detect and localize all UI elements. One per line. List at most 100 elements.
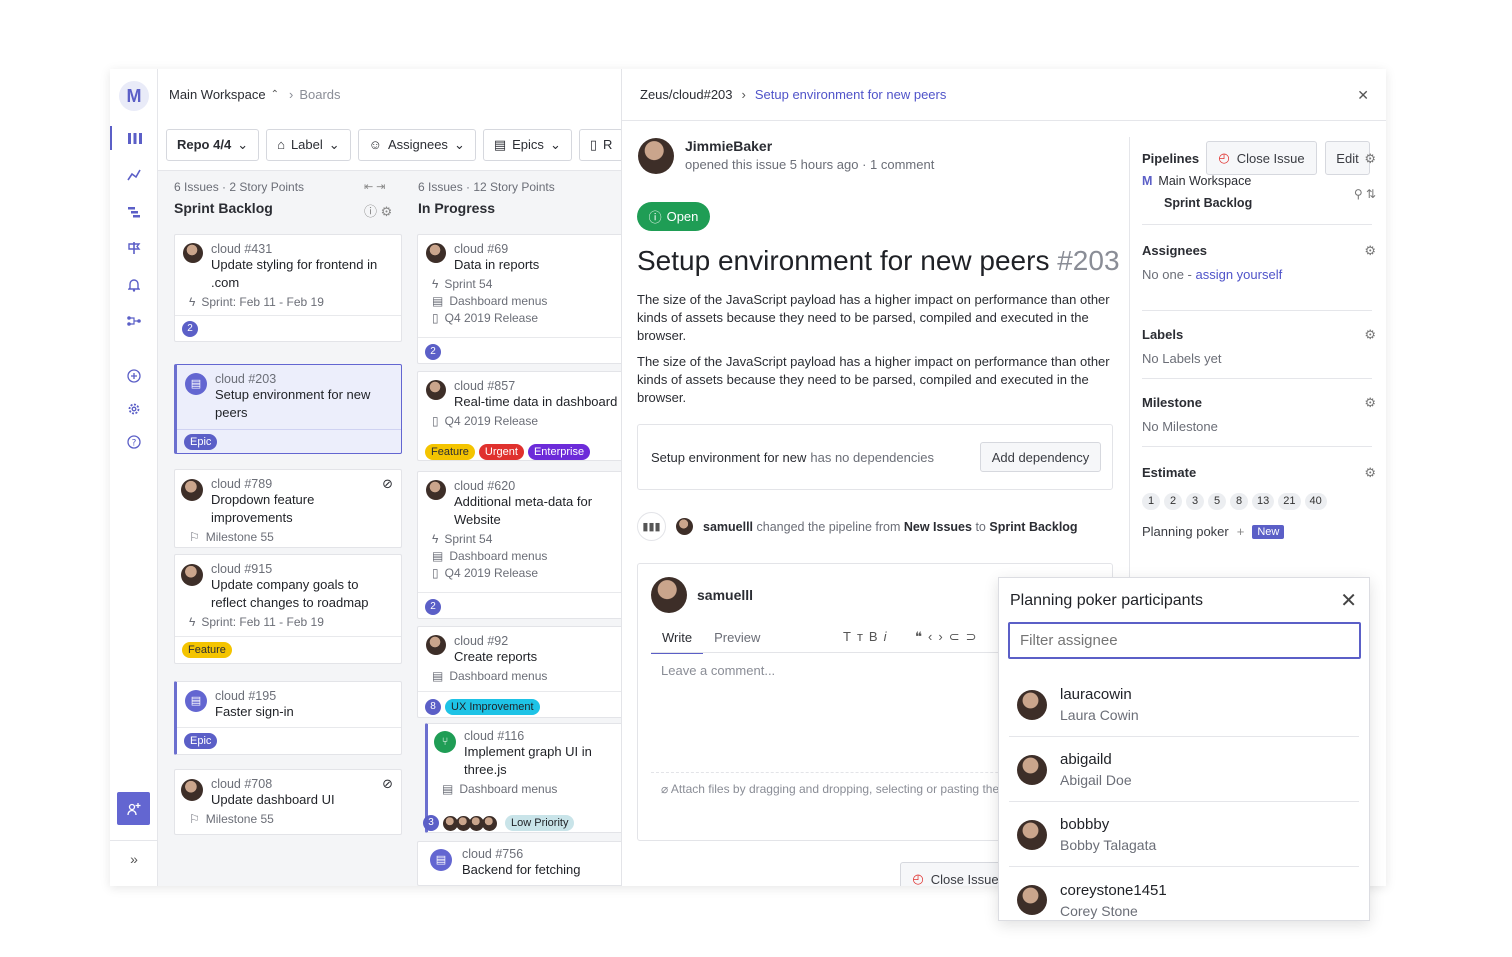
chevron-down-icon: ⌄ — [237, 136, 249, 152]
issue-repo-link[interactable]: Zeus/cloud#203 — [640, 87, 733, 102]
text-size-icon[interactable]: Tт — [843, 629, 869, 644]
gear-icon[interactable]: ⚙ — [1364, 395, 1376, 410]
issue-author: JimmieBaker opened this issue 5 hours ag… — [638, 138, 934, 174]
estimate-option[interactable]: 21 — [1278, 493, 1301, 510]
italic-icon[interactable]: i — [883, 629, 893, 644]
section-heading: Labels — [1142, 327, 1184, 342]
switcher-chevron-icon[interactable]: ⌃ — [270, 88, 279, 100]
release-icon: ▯ — [432, 311, 439, 325]
issue-card[interactable]: cloud #92 Create reports ▤ Dashboard menu… — [417, 626, 627, 718]
gear-icon[interactable]: ⚙ — [1364, 465, 1376, 480]
estimate-option[interactable]: 2 — [1164, 493, 1182, 510]
issue-title-link[interactable]: Setup environment for new peers — [754, 87, 947, 102]
issue-card[interactable]: ⑂ cloud #116 Implement graph UI in three… — [425, 723, 627, 833]
sprint-label: Sprint 54 — [444, 532, 493, 546]
estimate-option[interactable]: 5 — [1208, 493, 1226, 510]
close-issue-icon: ◴ — [1218, 150, 1230, 165]
add-participant-icon[interactable]: + — [1236, 524, 1245, 539]
issue-title: Faster sign-in — [215, 704, 294, 719]
avatar — [1017, 885, 1047, 915]
workspace-switcher[interactable]: Main Workspace — [169, 86, 266, 102]
issue-number: cloud #857 — [454, 379, 516, 393]
gear-icon[interactable]: ⚙ — [1364, 151, 1376, 166]
help-icon[interactable]: ? — [110, 430, 158, 454]
notifications-icon[interactable] — [110, 273, 158, 297]
release-filter-button[interactable]: ▯ R — [578, 128, 621, 161]
urgent-label: Urgent — [478, 444, 524, 460]
status-badge: ⓘ Open — [637, 202, 710, 231]
boards-icon[interactable] — [110, 126, 158, 150]
milestones-icon[interactable] — [110, 236, 158, 260]
estimate-option[interactable]: 1 — [1142, 493, 1160, 510]
estimate-option[interactable]: 13 — [1252, 493, 1275, 510]
sprint-icon: ϟ — [432, 532, 439, 546]
low-priority-label: Low Priority — [505, 815, 575, 831]
issue-card[interactable]: ▤ cloud #756 Backend for fetching — [417, 841, 627, 886]
issue-card[interactable]: ⊘ cloud #789 Dropdown feature improvemen… — [174, 469, 402, 548]
add-dependency-button[interactable]: Add dependency — [980, 442, 1101, 472]
avatar — [1017, 754, 1047, 785]
epics-filter-button[interactable]: ▤ Epics ⌄ — [482, 128, 572, 161]
issue-card[interactable]: cloud #915 Update company goals to refle… — [174, 554, 402, 664]
issue-number: cloud #69 — [454, 242, 509, 256]
attach-hint[interactable]: ⌀ Attach files by dragging and dropping,… — [651, 772, 1113, 805]
epic-icon: ▤ — [432, 669, 444, 683]
close-issue-button[interactable]: ◴ Close Issue — [1206, 141, 1317, 175]
participant-item[interactable]: coreystone1451 Corey Stone — [1009, 868, 1359, 932]
assignees-filter-button[interactable]: ☺ Assignees ⌄ — [357, 128, 476, 161]
epic-label: Dashboard menus — [459, 782, 558, 796]
column-settings-icon[interactable]: ⓘ ⚙ — [364, 204, 393, 219]
issue-heading: Setup environment for new peers #203 — [637, 245, 1120, 276]
close-icon[interactable]: ✕ — [1340, 590, 1357, 612]
breadcrumb-boards[interactable]: Boards — [299, 86, 341, 102]
invite-user-icon[interactable] — [117, 792, 150, 825]
comment-close-issue-button[interactable]: ◴ Close Issue — [900, 862, 1011, 886]
gear-icon[interactable]: ⚙ — [1364, 243, 1376, 258]
section-heading: Estimate — [1142, 465, 1197, 480]
add-icon[interactable] — [110, 364, 158, 388]
quote-icon[interactable]: ❝ — [915, 629, 928, 644]
issue-card[interactable]: cloud #69 Data in reports ϟ Sprint 54 ▤ Da… — [417, 234, 627, 364]
collapse-icon[interactable]: ⇤ ⇥ — [364, 181, 386, 193]
estimate-option[interactable]: 3 — [1186, 493, 1204, 510]
gear-icon[interactable]: ⚙ — [1364, 327, 1376, 342]
estimate-badge: 8 — [425, 699, 441, 715]
assign-yourself-link[interactable]: assign yourself — [1195, 267, 1283, 282]
link-icon[interactable]: ⊂⊃ — [948, 629, 983, 644]
roadmap-icon[interactable] — [110, 200, 158, 224]
pipeline-icon: ▮▮▮ — [637, 512, 666, 541]
author-name[interactable]: JimmieBaker — [685, 138, 773, 154]
issue-card[interactable]: ▤ cloud #195 Faster sign-in Epic — [174, 681, 402, 755]
estimate-option[interactable]: 40 — [1304, 493, 1327, 510]
reports-icon[interactable] — [110, 163, 158, 187]
participant-item[interactable]: abigaild Abigail Doe — [1009, 738, 1359, 802]
dependencies-icon[interactable] — [110, 309, 158, 333]
assignees-section: Assignees ⚙ No one - assign yourself — [1142, 243, 1376, 311]
epic-badge: Epic — [184, 434, 218, 450]
issue-card[interactable]: cloud #620 Additional meta-data for Webs… — [417, 471, 627, 619]
issue-card[interactable]: cloud #857 Real-time data in dashboard ▯… — [417, 371, 627, 461]
settings-gear-icon[interactable] — [110, 397, 158, 421]
workspace-logo-small: M — [1142, 174, 1153, 188]
repo-filter-button[interactable]: Repo 4/4 ⌄ — [166, 128, 260, 161]
estimate-option[interactable]: 8 — [1230, 493, 1248, 510]
label-filter-button[interactable]: ⌂ Label ⌄ — [266, 128, 351, 161]
participant-item[interactable]: bobbby Bobby Talagata — [1009, 803, 1359, 867]
participant-username: abigaild — [1060, 751, 1112, 768]
edit-button[interactable]: Edit — [1325, 141, 1370, 175]
issue-card[interactable]: cloud #431 Update styling for frontend i… — [174, 234, 402, 342]
pipeline-name[interactable]: Sprint Backlog — [1164, 196, 1253, 210]
filter-assignee-input[interactable] — [1008, 622, 1361, 659]
tab-write[interactable]: Write — [651, 630, 704, 654]
expand-chevron-icon[interactable]: » — [130, 851, 138, 867]
pin-move-icon[interactable]: ⚲ ⇅ — [1353, 187, 1376, 201]
issue-card-selected[interactable]: ▤ cloud #203 Setup environment for new p… — [174, 364, 402, 454]
code-icon[interactable]: ‹› — [928, 629, 949, 644]
workspace-logo[interactable]: M — [119, 81, 149, 111]
participant-item[interactable]: lauracowin Laura Cowin — [1009, 673, 1359, 737]
issue-card[interactable]: ⊘ cloud #708 Update dashboard UI ⚐ Milest… — [174, 769, 402, 835]
comment-textarea[interactable]: Leave a comment... — [651, 652, 1113, 772]
tab-preview[interactable]: Preview — [714, 630, 761, 645]
bold-icon[interactable]: B — [868, 629, 884, 644]
close-icon[interactable]: ✕ — [1357, 87, 1369, 103]
